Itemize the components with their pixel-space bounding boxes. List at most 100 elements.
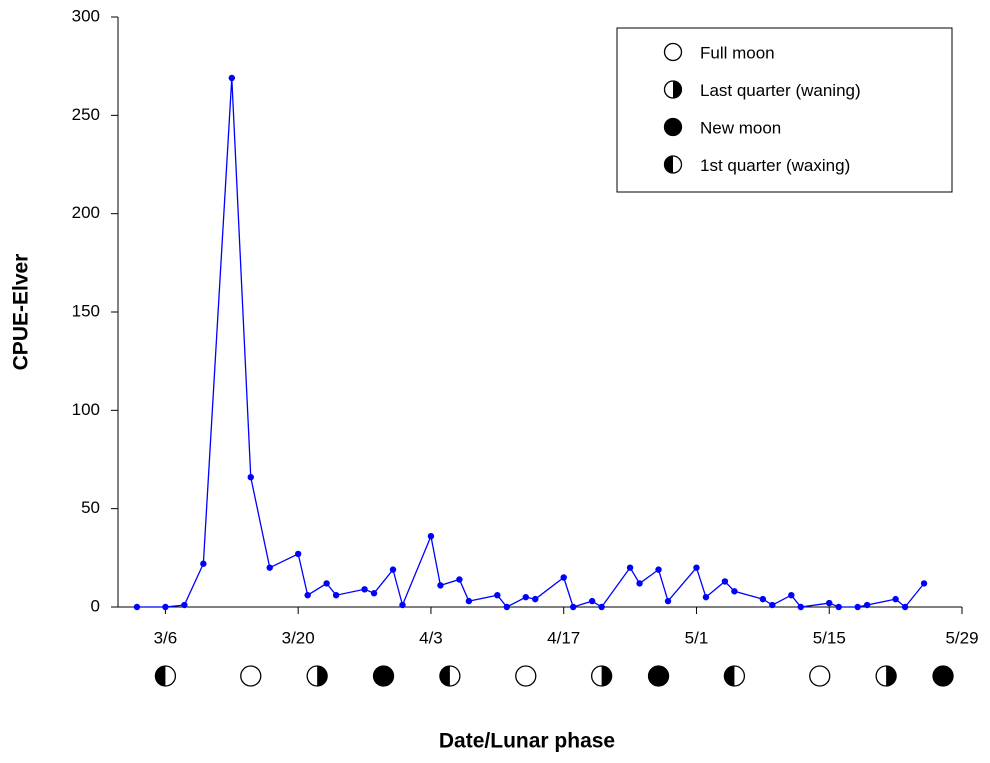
data-point <box>133 603 141 611</box>
data-point <box>465 597 473 605</box>
data-point <box>162 603 169 611</box>
moon-shade <box>155 666 166 686</box>
moon-disc <box>932 665 954 687</box>
data-point <box>664 597 672 605</box>
data-point <box>626 564 634 571</box>
y-axis-label: CPUE-Elver <box>10 254 33 371</box>
moon-symbol <box>590 665 613 687</box>
data-point <box>361 586 368 593</box>
moon-disc <box>647 665 670 687</box>
data-point <box>304 592 311 599</box>
y-tick-label: 0 <box>91 596 100 615</box>
moon-symbol <box>723 665 746 687</box>
moon-shade <box>724 666 735 686</box>
x-tick-label: 5/15 <box>813 628 846 647</box>
data-point <box>399 601 406 609</box>
data-point <box>332 592 340 599</box>
data-point <box>228 74 235 82</box>
data-point <box>835 603 842 611</box>
moon-symbol <box>663 80 683 99</box>
data-point <box>769 601 776 609</box>
y-tick-label: 150 <box>72 301 100 320</box>
data-point <box>532 595 539 603</box>
data-point <box>569 603 577 611</box>
y-tick-label: 250 <box>72 105 100 124</box>
moon-symbol <box>663 42 683 62</box>
moon-symbol <box>875 665 897 687</box>
moon-shade <box>664 156 673 173</box>
y-tick-label: 300 <box>72 6 100 25</box>
data-point <box>892 595 899 603</box>
moon-symbol <box>809 665 831 687</box>
data-point <box>731 588 738 595</box>
x-tick-label: 3/20 <box>282 628 315 647</box>
data-point <box>721 578 729 585</box>
x-tick-label: 4/3 <box>419 628 443 647</box>
data-point <box>863 601 871 609</box>
data-point <box>427 533 435 540</box>
moon-symbol <box>647 665 670 687</box>
data-point <box>920 580 928 587</box>
data-point <box>181 601 188 609</box>
moon-symbol <box>154 665 177 687</box>
moon-disc <box>663 117 683 137</box>
y-tick-label: 50 <box>81 498 100 517</box>
data-point <box>522 593 529 601</box>
legend-label: Full moon <box>700 43 775 62</box>
moon-disc <box>515 665 537 687</box>
data-point <box>788 592 795 599</box>
x-tick-label: 3/6 <box>154 628 178 647</box>
data-point <box>588 597 596 605</box>
moon-symbol <box>439 665 461 687</box>
x-tick-label: 5/1 <box>685 628 709 647</box>
legend-label: New moon <box>700 118 781 137</box>
moon-disc <box>240 665 262 687</box>
moon-symbol <box>663 117 683 137</box>
legend-label: 1st quarter (waxing) <box>700 156 850 175</box>
moon-shade <box>317 666 328 686</box>
moon-shade <box>601 666 612 686</box>
data-point <box>456 576 463 583</box>
y-tick-label: 200 <box>72 203 100 222</box>
data-point <box>901 603 909 611</box>
data-point <box>323 580 330 587</box>
moon-symbol <box>240 665 262 687</box>
data-point <box>826 599 833 607</box>
data-point <box>437 582 444 589</box>
data-point <box>797 603 804 611</box>
data-point <box>759 595 767 603</box>
moon-symbol <box>663 155 683 174</box>
moon-shade <box>439 666 450 686</box>
moon-disc <box>372 665 395 687</box>
moon-symbol <box>932 665 954 687</box>
moon-symbol <box>306 665 328 687</box>
moon-disc <box>809 665 831 687</box>
data-point <box>266 564 273 571</box>
data-point <box>389 566 397 573</box>
data-point <box>693 564 700 571</box>
data-point <box>200 560 207 567</box>
moon-shade <box>673 81 682 98</box>
y-tick-label: 100 <box>72 400 100 419</box>
legend-label: Last quarter (waning) <box>700 81 861 100</box>
data-point <box>636 580 643 587</box>
data-point <box>494 592 501 599</box>
data-point <box>247 474 254 481</box>
moon-symbol <box>372 665 395 687</box>
data-point <box>598 603 605 611</box>
data-point <box>560 574 567 581</box>
x-axis-label: Date/Lunar phase <box>439 730 615 753</box>
series-line <box>136 77 925 608</box>
data-point <box>854 603 861 611</box>
data-point <box>702 593 710 601</box>
data-point <box>370 590 378 597</box>
x-tick-label: 4/17 <box>547 628 580 647</box>
data-point <box>655 566 662 573</box>
data-point <box>503 603 511 611</box>
x-tick-label: 5/29 <box>945 628 978 647</box>
moon-shade <box>886 666 897 686</box>
moon-disc <box>663 42 683 62</box>
moon-symbol <box>515 665 537 687</box>
data-point <box>294 550 302 558</box>
